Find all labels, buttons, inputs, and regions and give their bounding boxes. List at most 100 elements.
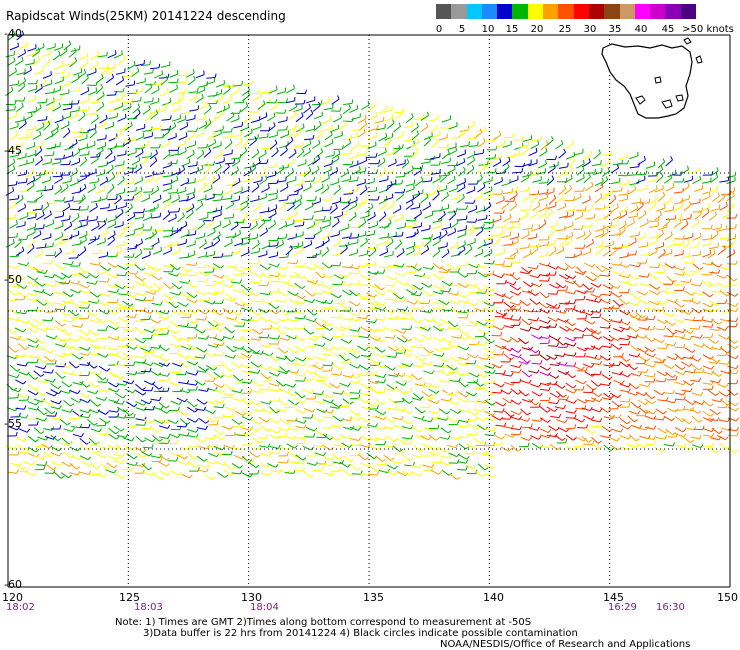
wind-barb-feather — [16, 264, 20, 269]
wind-barb-feather — [297, 242, 300, 247]
wind-barb — [583, 176, 591, 184]
wind-barb-feather — [499, 158, 502, 163]
wind-barb — [276, 91, 286, 95]
wind-barb-feather — [540, 360, 543, 365]
wind-barb-feather — [16, 374, 20, 378]
wind-barb — [582, 161, 591, 168]
wind-barb — [573, 365, 583, 371]
wind-barb-feather — [230, 186, 233, 191]
wind-barb-feather — [232, 213, 235, 218]
wind-barb-feather — [552, 227, 555, 232]
wind-barb — [649, 225, 659, 228]
wind-barb-feather — [269, 216, 272, 221]
wind-barb — [278, 199, 288, 202]
wind-barb — [35, 46, 45, 52]
wind-barb — [393, 293, 401, 300]
wind-barb-feather — [284, 109, 287, 114]
wind-barb — [79, 346, 88, 351]
wind-barb — [437, 214, 446, 221]
wind-barb-feather — [16, 220, 18, 225]
wind-barb — [42, 162, 52, 165]
wind-barb — [405, 183, 415, 187]
wind-barb — [530, 196, 538, 204]
wind-barb — [521, 209, 531, 212]
wind-barb-feather — [212, 300, 216, 305]
wind-barb — [33, 370, 42, 377]
wind-barb-feather — [413, 247, 415, 252]
wind-barb-feather — [718, 321, 723, 325]
wind-barb — [619, 326, 629, 331]
wind-barb-feather — [61, 266, 66, 270]
wind-barb-feather — [79, 356, 84, 360]
legend-swatch — [650, 4, 666, 19]
wind-barb-feather — [112, 173, 116, 178]
wind-barb-feather — [349, 307, 352, 312]
wind-barb-feather — [282, 331, 287, 335]
wind-barb-feather — [536, 210, 538, 215]
wind-barb-feather — [402, 248, 405, 253]
wind-barb — [367, 300, 376, 307]
wind-barb — [401, 162, 410, 169]
wind-barb — [107, 239, 115, 246]
wind-barb-feather — [548, 339, 551, 344]
wind-barb — [244, 132, 253, 138]
wind-barb-feather — [410, 377, 413, 382]
wind-barb-feather — [143, 208, 145, 213]
wind-barb-feather — [303, 372, 307, 377]
wind-barb-feather — [17, 80, 20, 85]
wind-barb — [213, 382, 222, 389]
wind-barb — [602, 336, 612, 342]
wind-barb — [368, 250, 377, 257]
wind-barb — [320, 100, 330, 106]
wind-barb — [232, 84, 242, 87]
wind-barb — [387, 183, 396, 187]
wind-barb-feather — [462, 166, 466, 171]
wind-barb-feather — [140, 96, 142, 101]
wind-barb — [212, 234, 221, 241]
wind-barb — [649, 300, 659, 306]
wind-barb — [387, 162, 397, 167]
wind-barb-feather — [232, 354, 237, 359]
wind-barb-feather — [94, 236, 97, 241]
wind-barb — [287, 319, 297, 322]
wind-barb-feather — [608, 319, 613, 323]
wind-barb — [293, 182, 303, 187]
wind-barb-feather — [273, 122, 276, 127]
wind-barb — [611, 372, 621, 376]
wind-barb — [78, 137, 88, 142]
wind-barb — [321, 262, 330, 269]
wind-barb — [421, 310, 431, 313]
wind-barb — [269, 337, 279, 340]
wind-barb — [636, 236, 646, 241]
wind-barb — [250, 281, 260, 284]
wind-barb — [206, 364, 215, 371]
wind-barb-feather — [170, 295, 175, 300]
wind-barb — [595, 233, 604, 238]
wind-barb — [539, 371, 549, 376]
wind-barb — [15, 198, 24, 205]
wind-barb — [87, 239, 97, 245]
wind-barb — [367, 356, 376, 364]
wind-barb-feather — [68, 202, 71, 207]
wind-barb — [549, 165, 559, 168]
wind-barb-feather — [564, 361, 568, 366]
wind-barb — [107, 208, 117, 212]
wind-barb-feather — [259, 92, 262, 97]
wind-barb — [160, 143, 170, 148]
wind-barb-feather — [249, 264, 252, 269]
wind-barb-feather — [409, 315, 413, 320]
wind-barb — [539, 319, 549, 324]
wind-barb-feather — [421, 363, 425, 368]
wind-barb — [595, 248, 603, 256]
wind-barb-feather — [275, 98, 278, 104]
wind-barb-feather — [657, 301, 661, 306]
wind-barb-feather — [267, 334, 270, 339]
wind-barb-feather — [428, 336, 433, 340]
wind-barb — [374, 283, 382, 291]
wind-barb-feather — [385, 133, 388, 138]
wind-barb — [557, 370, 567, 375]
wind-barb-feather — [303, 377, 306, 382]
wind-barb — [638, 327, 648, 330]
wind-barb-feather — [150, 362, 154, 367]
wind-barb-feather — [441, 362, 445, 367]
